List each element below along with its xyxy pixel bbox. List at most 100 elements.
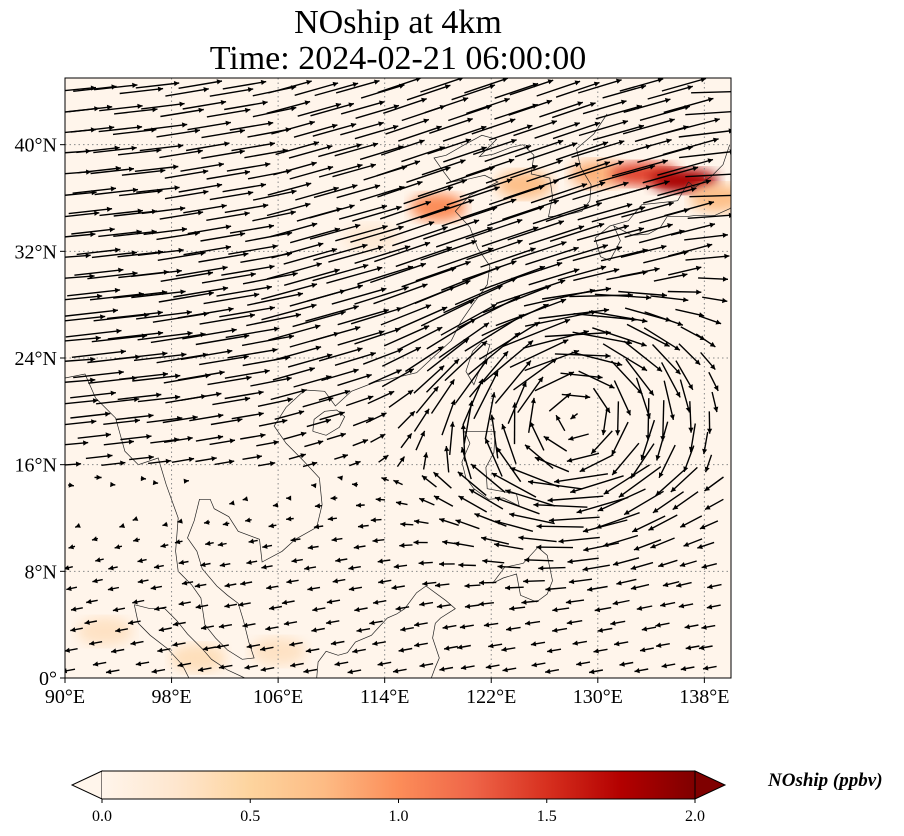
concentration-hotspot (689, 184, 731, 212)
wind-vector (687, 212, 731, 219)
wind-vector (84, 619, 98, 625)
wind-vector (464, 603, 480, 609)
wind-vector (378, 579, 392, 585)
wind-vector (651, 344, 682, 375)
wind-vector (393, 563, 408, 569)
wind-vector (295, 186, 339, 201)
wind-vector (65, 314, 106, 322)
wind-vector (293, 123, 338, 138)
wind-vector (420, 240, 478, 261)
wind-vector (460, 198, 517, 219)
wind-vector (645, 398, 651, 441)
wind-vector (377, 180, 423, 198)
wind-vector (552, 121, 601, 140)
wind-vector (464, 78, 509, 94)
wind-vector (172, 641, 186, 647)
wind-vector (302, 461, 318, 468)
wind-vector (165, 87, 209, 97)
wind-vector (415, 430, 426, 451)
wind-vector (332, 163, 377, 178)
wind-vector (355, 104, 400, 119)
coastline (65, 134, 524, 660)
wind-vector (619, 78, 664, 92)
latitude-tick-label: 24°N (15, 348, 57, 370)
wind-vector (465, 218, 523, 240)
wind-vector (68, 544, 76, 550)
wind-vector (439, 666, 454, 672)
wind-vector (65, 398, 99, 405)
wind-vector (421, 159, 466, 176)
wind-vector (484, 144, 532, 163)
wind-vector (270, 222, 318, 238)
wind-vector (619, 267, 660, 278)
wind-vector (703, 476, 724, 492)
wind-vector (202, 646, 217, 652)
wind-vector (391, 584, 405, 590)
wind-vector (711, 391, 719, 413)
wind-vector (246, 643, 261, 649)
wind-vector (330, 495, 338, 501)
wind-vector (209, 190, 254, 201)
wind-vector (379, 200, 432, 220)
wind-vector (415, 385, 439, 414)
wind-vector (137, 330, 193, 341)
wind-vector (336, 184, 381, 199)
wind-vector (248, 538, 258, 544)
wind-vector (595, 512, 640, 529)
wind-vector (442, 125, 487, 142)
wind-vector (621, 201, 674, 218)
wind-vector (347, 669, 362, 675)
wind-vector (594, 293, 652, 301)
wind-vector (427, 138, 472, 155)
wind-vector (561, 393, 591, 400)
wind-vector (668, 265, 702, 276)
wind-vector (312, 606, 326, 612)
wind-vector (577, 78, 622, 94)
wind-vector (148, 458, 171, 465)
wind-vector (65, 293, 103, 301)
wind-vector (372, 640, 386, 646)
longitude-tick-label: 98°E (151, 686, 191, 708)
wind-vector (70, 390, 116, 399)
wind-vector (309, 223, 361, 240)
wind-vector (338, 204, 388, 220)
longitude-tick-label: 138°E (679, 686, 729, 708)
wind-vector (65, 335, 101, 342)
wind-vector (178, 559, 189, 565)
wind-vector (397, 410, 416, 429)
wind-vector (558, 536, 600, 544)
wind-vector (678, 128, 731, 138)
wind-vector (117, 392, 162, 401)
wind-vector (658, 444, 676, 479)
wind-vector (527, 479, 583, 490)
wind-vector (436, 603, 452, 609)
wind-vector (633, 539, 662, 551)
wind-vector (72, 186, 117, 194)
wind-vector (225, 326, 280, 339)
wind-vector (74, 523, 81, 528)
wind-vector (321, 368, 359, 382)
wind-vector (502, 667, 517, 673)
wind-vector (438, 322, 490, 359)
wind-vector (679, 560, 697, 567)
wind-vector (650, 537, 675, 549)
wind-vector (662, 581, 680, 588)
wind-vector (121, 168, 166, 176)
wind-vector (227, 347, 278, 359)
wind-vector (429, 117, 473, 134)
wind-vector (466, 239, 523, 261)
wind-vector (159, 210, 204, 220)
wind-vector (456, 644, 471, 650)
wind-vector (212, 396, 251, 406)
wind-vector (201, 128, 246, 139)
wind-vector (205, 540, 214, 546)
wind-vector (288, 144, 333, 159)
wind-vector (334, 453, 349, 460)
wind-vector (164, 189, 209, 200)
wind-vector (252, 106, 297, 118)
wind-vector (189, 413, 224, 422)
wind-vector (381, 368, 415, 388)
latitude-axis: 0° 8°N 16°N 24°N 32°N 40°N (15, 135, 65, 690)
wind-vector (388, 389, 414, 408)
wind-vector (601, 407, 608, 436)
